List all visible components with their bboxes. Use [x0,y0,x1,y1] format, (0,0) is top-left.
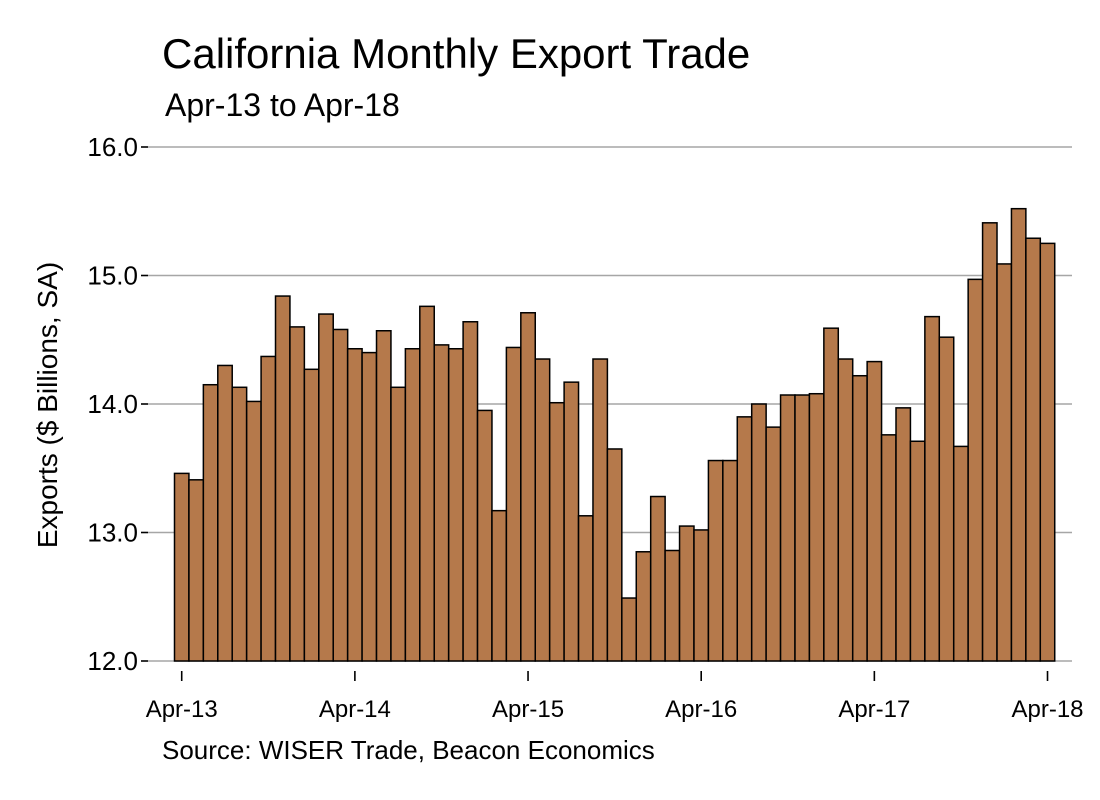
x-tick-label: Apr-15 [492,696,564,723]
x-tick-label: Apr-14 [319,696,391,723]
y-tick-label: 13.0 [87,518,138,548]
bar [563,381,580,662]
y-tick-label: 14.0 [87,389,138,419]
bar [390,386,407,662]
bar [924,315,941,662]
bar [274,295,291,662]
bar [476,409,493,662]
x-tick-label: Apr-16 [665,696,737,723]
chart-subtitle: Apr-13 to Apr-18 [165,87,400,123]
bar [318,313,334,662]
bar [245,400,262,662]
bar [505,346,522,662]
bar [952,445,969,662]
bar [231,386,248,662]
bar [520,312,537,662]
bar [707,459,724,662]
bar [736,416,753,662]
bar [635,551,652,662]
bar [217,364,233,662]
bar [491,509,508,662]
bar [909,440,926,662]
y-axis-label: Exports ($ Billions, SA) [32,262,63,548]
bar [606,448,623,662]
bar [361,351,378,662]
bar [938,336,955,662]
x-tick-label: Apr-17 [838,696,910,723]
bar [837,358,854,662]
bar [967,278,984,662]
bar [779,394,796,662]
bar [750,403,767,662]
y-tick-label: 12.0 [87,646,138,676]
source-note: Source: WISER Trade, Beacon Economics [162,735,655,765]
bar [462,321,479,662]
y-tick-label: 16.0 [87,132,138,162]
bar [996,263,1013,662]
x-axis: Apr-13 Apr-14 Apr-15 Apr-16 Apr-17 Apr-18 [146,671,1084,723]
bar [693,529,710,662]
bar [548,401,565,662]
y-tick-label: 15.0 [87,261,138,291]
bars [173,207,1056,662]
bar [664,549,681,662]
bar [404,347,421,662]
bar [1010,207,1027,662]
bar [534,358,551,662]
bar [1025,237,1042,662]
bar [880,434,897,662]
y-axis: 12.0 13.0 14.0 15.0 16.0 [87,132,148,676]
bar [375,330,392,662]
bar [866,360,883,662]
bar [332,328,349,662]
bar [794,394,811,662]
bar [419,305,435,662]
bar [895,407,912,662]
bar [851,374,868,662]
bar [260,355,277,662]
bar [188,479,205,662]
bar [808,392,825,662]
bar [823,327,840,662]
bar [621,597,638,662]
x-tick-label: Apr-18 [1011,696,1083,723]
bar [649,495,666,662]
chart-title: California Monthly Export Trade [162,30,750,77]
bar [722,459,739,662]
x-tick-label: Apr-13 [146,696,218,723]
bar [981,222,998,662]
bar [447,347,464,662]
bar [433,344,450,662]
bar [303,368,320,662]
bar [173,472,190,662]
bar [592,358,609,662]
bar [202,383,219,662]
bar [1039,242,1056,662]
bar [678,525,695,662]
bar [289,326,306,662]
bar [765,426,782,662]
bar [346,347,363,662]
bar [577,515,594,662]
